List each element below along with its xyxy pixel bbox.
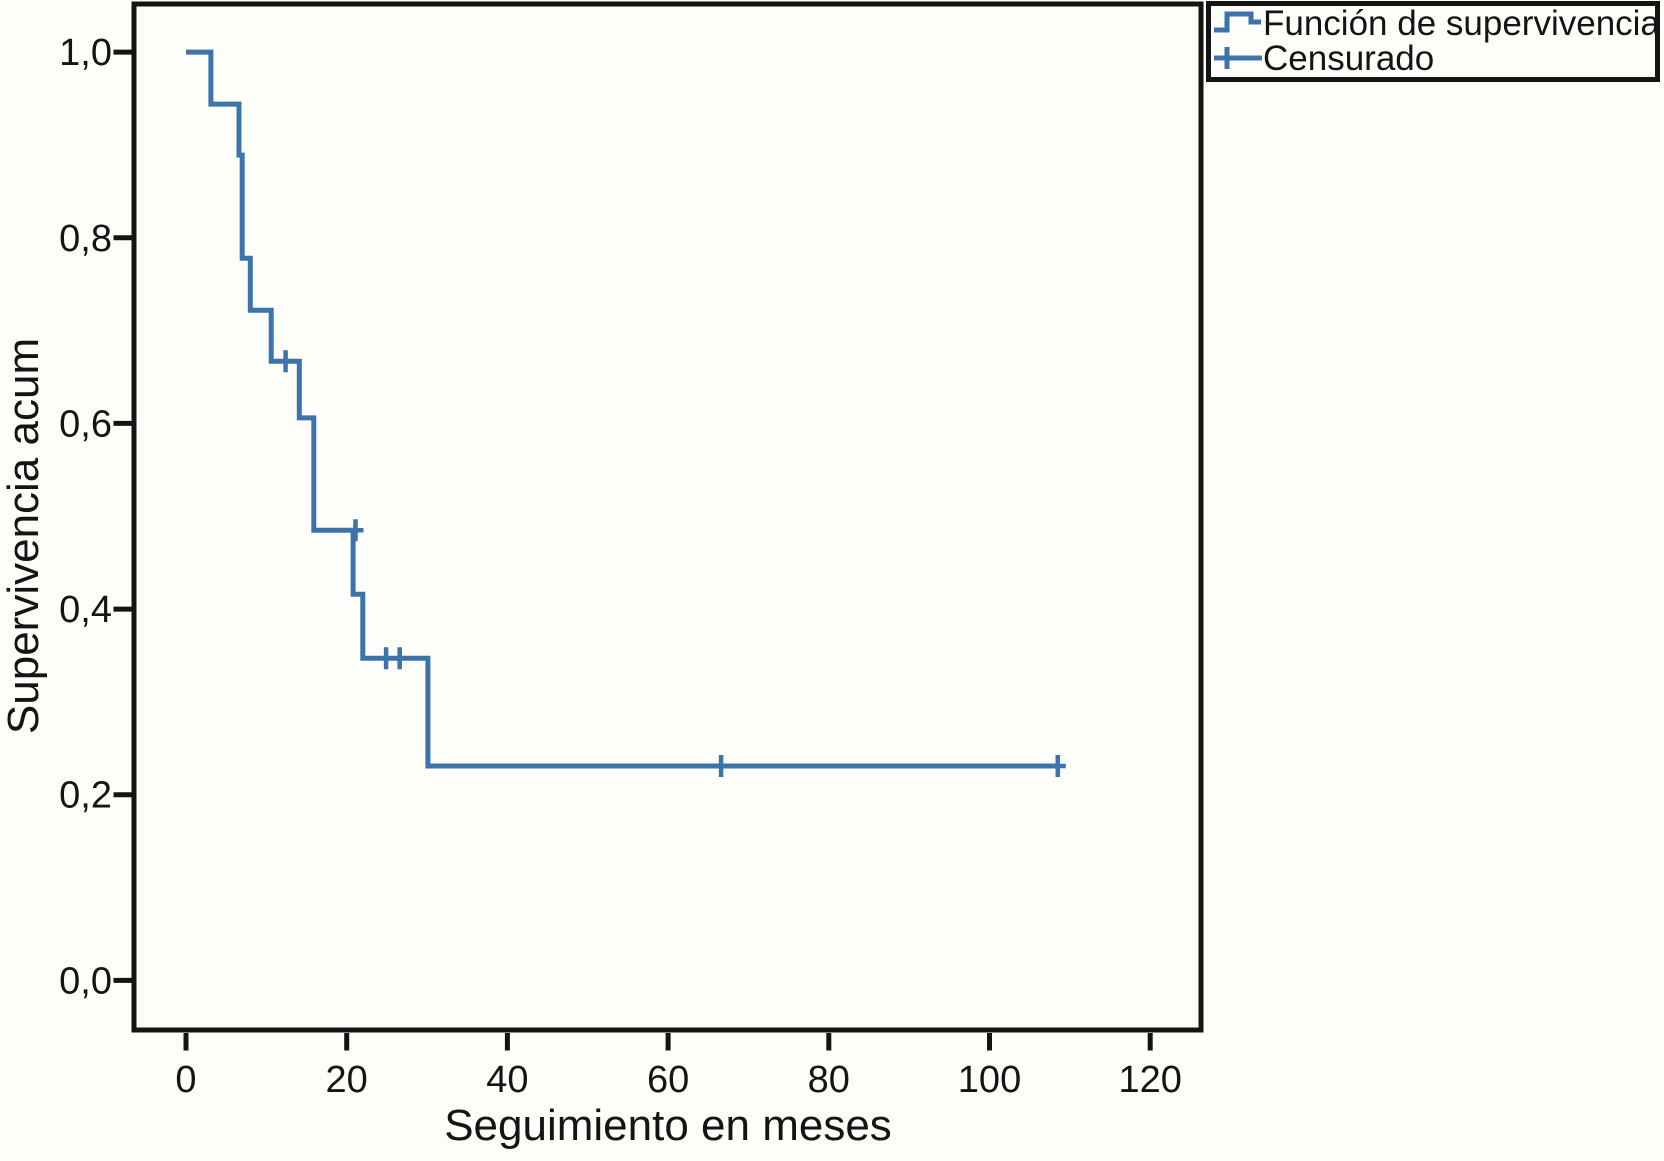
- censored-mark: [1049, 755, 1066, 777]
- y-tick-label: 1,0: [59, 32, 112, 74]
- x-tick-label: 20: [326, 1059, 368, 1101]
- censored-mark: [347, 519, 364, 542]
- y-tick-label: 0,2: [59, 775, 112, 817]
- legend-label-survival: Función de supervivencia: [1263, 3, 1660, 43]
- censored-plus-icon: [1214, 47, 1262, 69]
- censored-mark: [277, 350, 294, 373]
- y-tick-label: 0,0: [59, 960, 112, 1002]
- y-tick-label: 0,8: [59, 218, 112, 260]
- x-axis-title: Seguimiento en meses: [444, 1101, 892, 1150]
- censored-marks-group: [277, 350, 1066, 777]
- step-line-icon: [1214, 11, 1261, 33]
- plot-frame: [131, 1, 1204, 1033]
- legend-label-censored: Censurado: [1263, 38, 1435, 78]
- y-tick-label: 0,4: [59, 589, 112, 631]
- legend-item-survival-function: Función de supervivencia: [1213, 6, 1660, 41]
- x-tick-label: 100: [958, 1059, 1021, 1101]
- y-tick-label: 0,6: [59, 403, 112, 445]
- x-tick-label: 60: [647, 1059, 689, 1101]
- x-axis-ticks: 0 20 40 60 80 100 120: [175, 1033, 1182, 1101]
- censored-mark: [713, 755, 730, 777]
- x-tick-label: 80: [808, 1059, 850, 1101]
- x-tick-label: 40: [486, 1059, 528, 1101]
- censored-mark: [378, 647, 395, 670]
- legend: Función de supervivencia Censurado: [1206, 1, 1660, 82]
- censored-mark: [391, 647, 408, 670]
- plot-area: [134, 4, 1201, 1030]
- x-tick-label: 0: [175, 1059, 196, 1101]
- x-tick-label: 120: [1118, 1059, 1181, 1101]
- y-axis-ticks: 0,0 0,2 0,4 0,6 0,8 1,0: [59, 32, 132, 1002]
- y-axis-title: Supervivencia acum: [0, 338, 48, 734]
- legend-item-censored: Censurado: [1213, 41, 1655, 76]
